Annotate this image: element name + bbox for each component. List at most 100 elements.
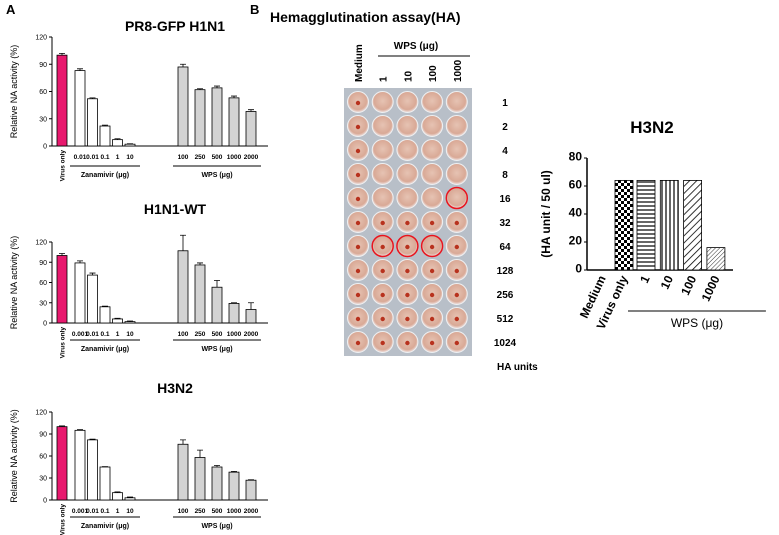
well xyxy=(371,163,394,185)
y-tick-label: 90 xyxy=(39,62,47,69)
error-bar xyxy=(180,234,186,251)
y-tick-label: 0 xyxy=(43,498,47,505)
error-bar xyxy=(231,95,237,98)
pellet xyxy=(380,340,385,346)
x-tick-label: 1000 xyxy=(227,154,242,161)
pellet xyxy=(454,340,459,346)
column-label: 1 xyxy=(379,76,390,82)
column-label: 100 xyxy=(428,65,439,82)
pellet xyxy=(429,268,435,274)
column-label: Medium xyxy=(354,44,365,82)
pellet xyxy=(454,244,459,250)
well xyxy=(421,163,444,185)
row-header: HA units xyxy=(497,362,538,373)
bar xyxy=(99,306,111,324)
endpoint-ring xyxy=(420,234,444,258)
pellet xyxy=(405,292,410,298)
group-label: Zanamivir (μg) xyxy=(81,346,129,353)
error-bar xyxy=(127,320,133,322)
bar xyxy=(99,466,111,501)
well xyxy=(371,139,394,161)
x-tick-label: 500 xyxy=(212,154,223,161)
panel-label: A xyxy=(6,2,16,17)
column-label: 1000 xyxy=(453,59,464,82)
pellet xyxy=(355,196,361,202)
well xyxy=(371,115,394,137)
error-bar xyxy=(127,496,133,498)
x-tick-label: 10 xyxy=(126,508,134,515)
x-tick-label: 1 xyxy=(116,508,120,515)
x-tick-label: 250 xyxy=(195,154,206,161)
error-bar xyxy=(197,262,203,265)
pellet xyxy=(355,268,361,274)
group-label: WPS (μg) xyxy=(201,523,232,530)
bar xyxy=(112,139,123,147)
bar xyxy=(74,262,86,324)
bar xyxy=(228,303,240,324)
y-tick-label: 120 xyxy=(35,35,47,42)
pellet xyxy=(355,172,361,178)
error-bar xyxy=(214,85,220,88)
y-axis-label: Relative NA activity (%) xyxy=(9,236,19,330)
error-bar xyxy=(114,138,121,140)
y-tick-label: 60 xyxy=(39,454,47,461)
group-label: WPS (μg) xyxy=(671,316,723,330)
row-label: 256 xyxy=(497,290,514,301)
row-label: 8 xyxy=(502,170,508,181)
pellet xyxy=(355,340,361,346)
y-tick-label: 20 xyxy=(569,234,583,248)
pellet xyxy=(355,220,361,226)
column-label: 10 xyxy=(403,70,414,82)
x-tick-label: 100 xyxy=(678,273,699,297)
error-bar xyxy=(180,63,186,67)
x-tick-label: 500 xyxy=(212,331,223,338)
group-label: Zanamivir (μg) xyxy=(81,523,129,530)
well xyxy=(445,91,468,113)
x-tick-label: 100 xyxy=(178,331,189,338)
plate-title: Hemagglutination assay(HA) xyxy=(270,9,461,25)
row-label: 4 xyxy=(502,146,508,157)
row-label: 64 xyxy=(499,242,511,253)
well xyxy=(396,115,419,137)
pellet xyxy=(454,268,459,274)
pellet xyxy=(454,316,459,322)
endpoint-ring xyxy=(445,186,469,210)
x-tick-label: 2000 xyxy=(244,508,259,515)
endpoint-ring xyxy=(396,234,419,258)
pellet xyxy=(380,220,385,226)
row-label: 128 xyxy=(497,266,514,277)
y-tick-label: 60 xyxy=(569,178,583,192)
bar xyxy=(614,179,634,271)
row-label: 512 xyxy=(497,314,514,325)
pellet xyxy=(405,340,410,346)
bar xyxy=(87,98,98,147)
x-tick-label: 0.1 xyxy=(100,331,109,338)
bar xyxy=(177,250,189,324)
pellet xyxy=(405,220,410,226)
x-tick-label: 0.1 xyxy=(100,154,109,161)
error-bar xyxy=(114,317,121,319)
y-axis-label: (HA unit / 50 ul) xyxy=(539,170,553,258)
x-tick-label: 1000 xyxy=(699,273,723,303)
bar xyxy=(245,479,257,501)
bar xyxy=(74,70,86,147)
well xyxy=(396,139,419,161)
error-bar xyxy=(102,124,108,127)
y-tick-label: 120 xyxy=(35,240,47,247)
row-label: 1024 xyxy=(494,338,517,349)
pellet xyxy=(405,316,410,322)
y-tick-label: 90 xyxy=(39,432,47,439)
well xyxy=(421,91,444,113)
error-bar xyxy=(59,253,65,256)
bar xyxy=(74,429,86,501)
bar xyxy=(56,426,68,501)
bar xyxy=(56,54,68,147)
x-tick-label: 0.001 xyxy=(72,331,89,338)
x-tick-label: 1 xyxy=(116,331,120,338)
bar xyxy=(228,97,240,147)
error-bar xyxy=(214,280,220,288)
bar xyxy=(112,492,123,501)
bar xyxy=(87,274,98,324)
y-tick-label: 90 xyxy=(39,260,47,267)
chart-title: PR8-GFP H1N1 xyxy=(125,18,225,34)
